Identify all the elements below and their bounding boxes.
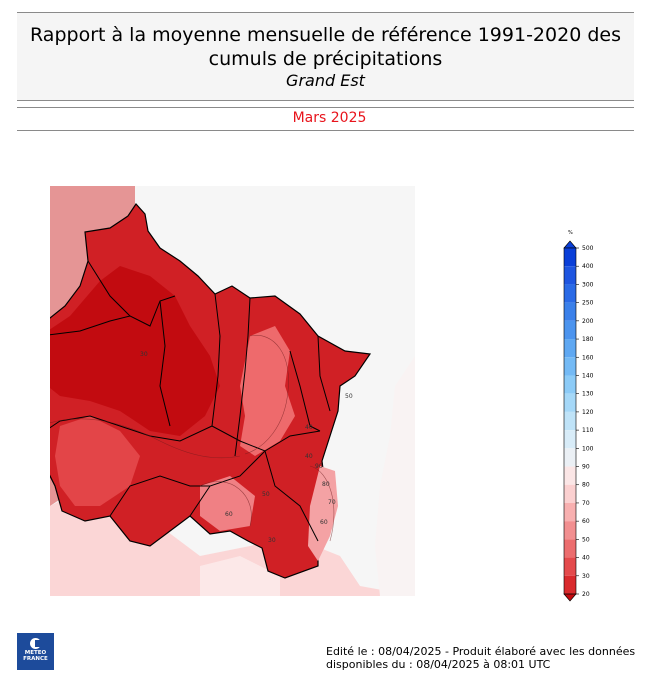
outside-south-light [200,556,280,596]
title-line-2: cumuls de précipitations [208,48,443,70]
legend-label: 140 [582,372,594,379]
legend-frame [563,247,577,595]
legend-labels: 500 400 300 250 200 180 160 140 130 120 110 100 90 80… [576,245,594,598]
contour-label: 30 [268,537,276,544]
legend-label: 40 [582,555,590,562]
legend-label: 200 [582,318,594,325]
contour-labels: 90 80 70 60 50 40 30 50 60 40 30 [140,351,353,544]
legend-swatch [564,502,576,522]
legend-swatch [564,466,576,485]
department-borders [50,260,331,542]
region-name: Grand Est [286,71,365,90]
legend-swatch [564,430,576,449]
zone-50-60 [240,326,295,456]
legend-swatch [564,448,576,467]
contour-label: 70 [328,499,336,506]
legend-arrow-top [563,240,577,249]
legend-unit: % [568,230,573,236]
legend-label: 100 [582,445,594,452]
zone-60-south [200,476,255,531]
contour-label: 90 [315,463,323,470]
precipitation-ratio-map: 90 80 70 60 50 40 30 50 60 40 30 [50,186,415,596]
legend-label: 130 [582,391,594,398]
legend-swatch [564,339,576,358]
divider-top [17,107,634,108]
contour-label: 60 [225,511,233,518]
legend-swatch [564,539,576,558]
divider-bottom [17,130,634,131]
edition-info: Edité le : 08/04/2025 - Produit élaboré … [326,645,646,671]
legend-label: 300 [582,281,594,288]
logo-text-1: METEO [24,650,47,656]
edition-line-1: Edité le : 08/04/2025 - Produit élaboré … [326,645,636,658]
legend-label: 80 [582,482,590,489]
legend-swatch [564,575,576,594]
legend-swatch [564,484,576,503]
contour-label: 50 [345,393,353,400]
legend-label: 70 [582,500,590,507]
legend-label: 250 [582,300,594,307]
legend-swatch [564,393,576,412]
legend-swatch [564,320,576,340]
legend-label: 60 [582,518,590,525]
contour-lines [50,335,335,542]
meteo-france-logo: METEO FRANCE [17,633,54,670]
title-line-1: Rapport à la moyenne mensuelle de référe… [30,24,621,46]
header-panel: Rapport à la moyenne mensuelle de référe… [17,12,634,101]
legend-swatch [564,302,576,321]
legend-label: 160 [582,354,594,361]
contour-label: 40 [305,424,313,431]
edition-line-2: disponibles du : 08/04/2025 à 08:01 UTC [326,658,551,671]
legend-label: 110 [582,427,594,434]
period-label: Mars 2025 [292,110,367,126]
contour-label: 30 [140,351,148,358]
legend-label: 180 [582,336,594,343]
legend-label: 500 [582,245,594,252]
legend-arrow-bottom [563,593,577,602]
legend-label: 400 [582,263,594,270]
contour-label: 50 [262,491,270,498]
grand-est-region [50,203,372,579]
legend-swatch [564,284,576,303]
legend-swatch [564,411,576,431]
contour-label: 60 [320,519,328,526]
logo-mark-icon [30,638,41,649]
zone-40 [55,416,140,506]
color-scale-legend: % 500 400 300 250 200 180 160 140 130 120 110 100 90… [563,230,594,602]
legend-swatch [564,521,576,540]
legend-swatch [564,266,576,285]
core-very-dry [50,266,220,436]
contour-label: 40 [305,453,313,460]
legend-label: 50 [582,536,590,543]
legend-label: 20 [582,591,590,598]
outside-south-zone [50,486,415,596]
map-title: Rapport à la moyenne mensuelle de référe… [17,23,634,71]
legend-swatch [564,248,576,267]
legend-bar [563,240,577,602]
legend-swatch [564,375,576,394]
legend-label: 30 [582,573,590,580]
outside-east-zone [375,356,415,596]
contour-label: 80 [322,481,330,488]
legend-swatch [564,357,576,376]
logo-text-2: FRANCE [23,656,48,662]
legend-label: 120 [582,409,594,416]
legend-label: 90 [582,464,590,471]
legend-swatch [564,557,576,576]
